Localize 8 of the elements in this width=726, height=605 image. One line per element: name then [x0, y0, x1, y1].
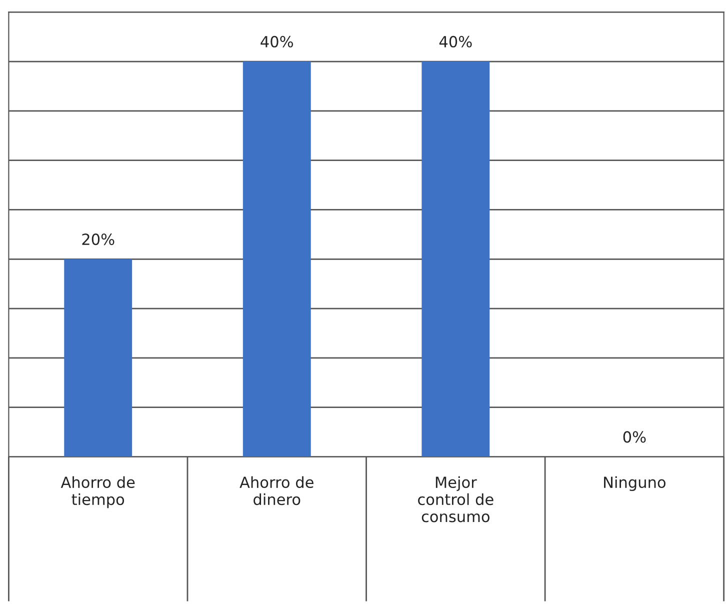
x-tick-label: Mejor control de consumo	[418, 476, 494, 522]
x-tick-label: Ahorro de dinero	[240, 476, 314, 506]
x-tick-label: Ahorro de tiempo	[60, 476, 135, 508]
data-label: 40%	[439, 36, 472, 48]
data-label: 20%	[82, 234, 114, 246]
data-label: 40%	[260, 36, 294, 48]
data-label: 0%	[623, 431, 646, 443]
x-tick-label: Ninguno	[604, 476, 666, 492]
